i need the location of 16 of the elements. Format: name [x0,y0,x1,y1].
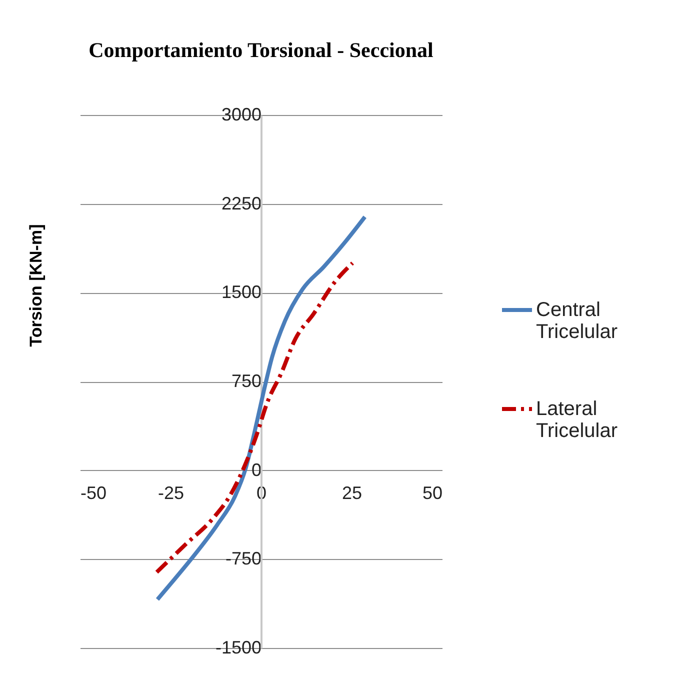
x-tick-label: -50 [80,482,107,503]
y-tick-label: -1500 [215,638,262,658]
y-axis-title: Torsion [KN-m] [26,224,46,347]
legend-label: Lateral Tricelular [536,398,618,442]
x-tick-label: 25 [342,482,362,503]
x-tick-label: -25 [158,482,184,503]
y-tick-label: 1500 [221,282,262,302]
chart-title: Comportamiento Torsional - Seccional [88,38,434,62]
line-series [155,214,367,602]
y-tick-label: 2250 [221,193,262,214]
y-tick-label: 0 [251,460,262,480]
y-tick-label: 3000 [221,104,262,124]
y-tick-label: 750 [231,371,262,391]
x-tick-label: 50 [422,482,442,503]
legend-label: Central Tricelular [536,299,618,343]
y-tick-label: -750 [225,548,262,569]
